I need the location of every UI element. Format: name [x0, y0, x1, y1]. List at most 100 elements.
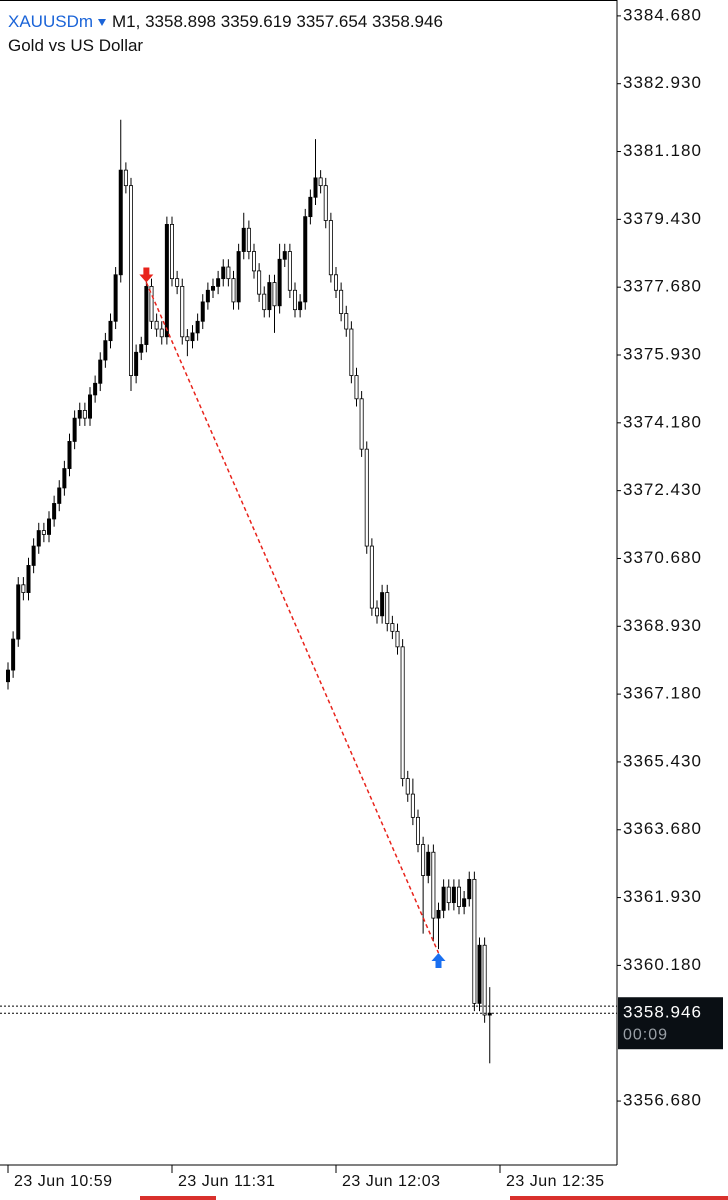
- candle-body: [251, 251, 256, 272]
- candle-body: [390, 623, 395, 632]
- header-line: XAUUSDm M1, 3358.898 3359.619 3357.654 33…: [8, 10, 443, 34]
- header-close: 3358.946: [372, 12, 443, 31]
- bottom-strip: [510, 1196, 728, 1200]
- candle-body: [323, 185, 328, 221]
- y-tick-label: 3365.430: [623, 751, 702, 770]
- header-open: 3358.898: [145, 12, 216, 31]
- candle-body: [128, 185, 133, 376]
- candle-body: [72, 417, 77, 442]
- candle-body: [349, 328, 354, 376]
- candle-body: [277, 258, 282, 307]
- candle-body: [313, 177, 318, 198]
- candle-body: [226, 266, 231, 280]
- y-tick-label: 3361.930: [623, 887, 702, 906]
- y-tick-label: 3363.680: [623, 819, 702, 838]
- symbol-dropdown-icon[interactable]: [98, 19, 107, 26]
- y-tick-label: 3375.930: [623, 344, 702, 363]
- bid-timer: 00:09: [623, 1026, 668, 1043]
- candle-body: [185, 336, 190, 342]
- candle-body: [467, 878, 472, 900]
- candle-body: [190, 332, 195, 342]
- candle-body: [456, 886, 461, 907]
- bid-label: 3358.946: [623, 1003, 702, 1022]
- candle-body: [108, 320, 113, 342]
- candle-body: [6, 669, 11, 683]
- candle-body: [344, 313, 349, 330]
- candle-body: [16, 584, 21, 640]
- sell-arrow: [139, 267, 154, 283]
- candle-body: [421, 844, 426, 876]
- x-tick-label: 23 Jun 12:35: [506, 1173, 605, 1190]
- candle-body: [175, 278, 180, 287]
- candle-body: [21, 584, 26, 593]
- candle-body: [26, 565, 31, 593]
- candle-body: [405, 778, 410, 795]
- candle-body: [472, 878, 477, 1004]
- candle-body: [267, 282, 272, 311]
- y-tick-label: 3384.680: [623, 5, 702, 24]
- timeframe: M1,: [112, 12, 141, 31]
- candle-body: [195, 320, 200, 334]
- candle-body: [144, 286, 149, 345]
- candle-body: [52, 503, 57, 520]
- candle-body: [282, 251, 287, 260]
- candle-body: [333, 274, 338, 291]
- candle-body: [369, 545, 374, 609]
- candle-body: [446, 886, 451, 904]
- y-tick-label: 3374.180: [623, 412, 702, 431]
- y-tick-label: 3370.680: [623, 548, 702, 567]
- candle-body: [216, 278, 221, 287]
- candle-body: [462, 898, 467, 907]
- y-tick-label: 3360.180: [623, 955, 702, 974]
- candle-body: [134, 351, 139, 376]
- candle-body: [139, 344, 144, 353]
- candle-body: [221, 266, 226, 280]
- candle-body: [328, 220, 333, 276]
- candle-body: [272, 282, 277, 307]
- candle-body: [298, 301, 303, 311]
- candle-body: [62, 468, 67, 489]
- candle-body: [205, 289, 210, 303]
- candle-body: [451, 886, 456, 904]
- candle-body: [47, 518, 52, 535]
- candles: [6, 119, 492, 1064]
- candle-body: [31, 545, 36, 566]
- candle-body: [88, 394, 93, 419]
- buy-arrow: [431, 953, 446, 969]
- candle-body: [246, 227, 251, 252]
- candle-body: [57, 487, 62, 504]
- subtitle: Gold vs US Dollar: [8, 36, 144, 55]
- candle-body: [169, 223, 174, 280]
- candle-body: [292, 289, 297, 311]
- candle-body: [36, 530, 41, 547]
- candle-body: [374, 607, 379, 617]
- candle-body: [303, 216, 308, 303]
- y-tick-label: 3382.930: [623, 73, 702, 92]
- y-tick-label: 3381.180: [623, 141, 702, 160]
- symbol[interactable]: XAUUSDm: [8, 12, 94, 31]
- candle-body: [67, 441, 72, 469]
- header-high: 3359.619: [220, 12, 292, 31]
- candle-body: [210, 286, 215, 291]
- candle-body: [241, 227, 246, 252]
- candle-body: [159, 328, 164, 338]
- bottom-strip: [140, 1196, 216, 1200]
- candle-body: [359, 398, 364, 450]
- y-tick-label: 3356.680: [623, 1091, 702, 1110]
- candle-body: [118, 169, 123, 276]
- candle-body: [231, 278, 236, 303]
- candle-body: [123, 169, 128, 187]
- candle-body: [257, 270, 262, 295]
- candle-body: [180, 286, 185, 338]
- candle-body: [200, 301, 205, 322]
- candle-body: [98, 359, 103, 384]
- candle-body: [380, 592, 385, 617]
- candle-body: [41, 530, 46, 535]
- candle-body: [77, 410, 82, 419]
- candle-body: [410, 793, 415, 818]
- candle-body: [415, 816, 420, 845]
- y-tick-label: 3377.680: [623, 277, 702, 296]
- candle-body: [441, 886, 446, 911]
- candle-body: [426, 851, 431, 876]
